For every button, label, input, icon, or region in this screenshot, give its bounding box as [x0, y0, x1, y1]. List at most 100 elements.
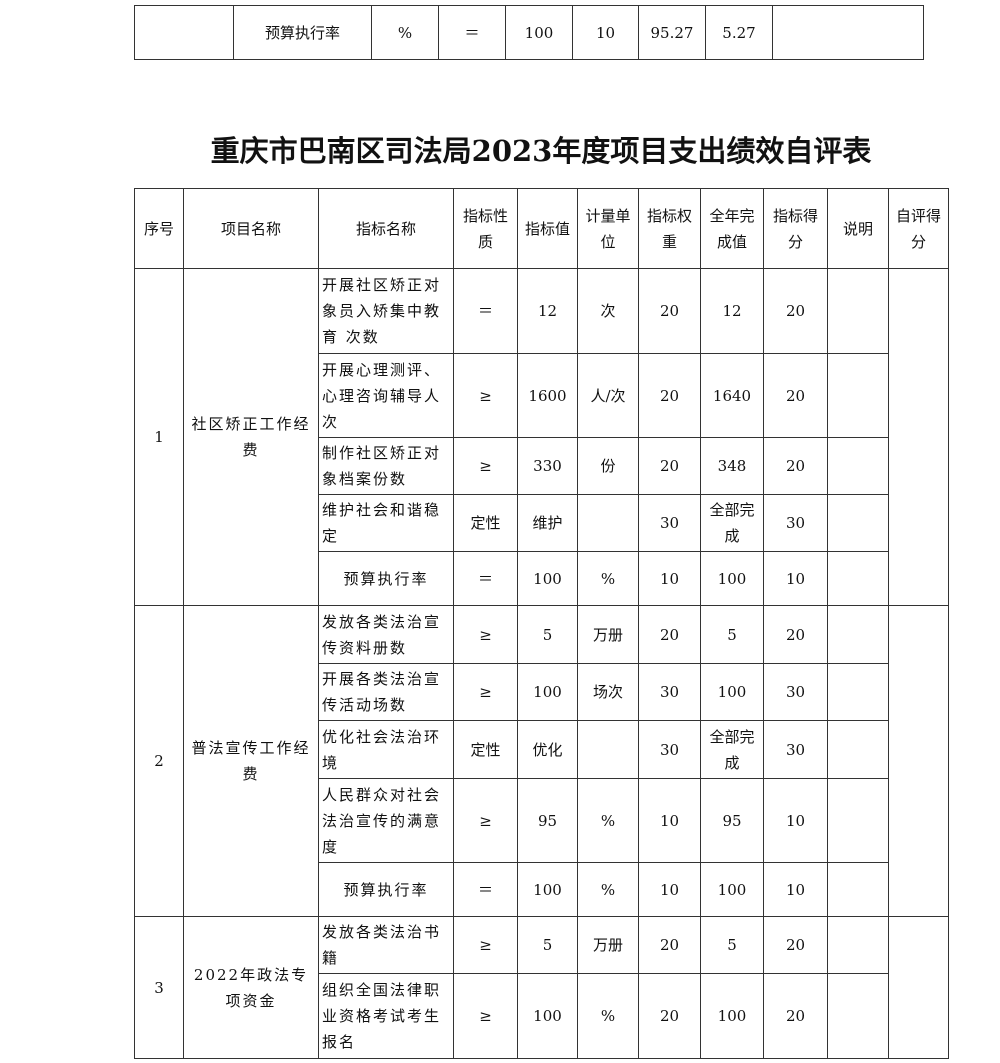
table-row: 组织全国法律职业资格考试考生报名 ≥100% 20 100 20: [135, 973, 949, 1059]
header-unit: 计量单位: [577, 188, 639, 269]
cell-nature: 定性: [453, 720, 518, 779]
cell-note: [827, 663, 889, 721]
cell-target: 100: [505, 5, 573, 60]
header-value: 指标值: [517, 188, 578, 269]
cell-score: 10: [763, 862, 828, 917]
table-row: 预算执行率＝ 100% 10 100 10: [135, 551, 949, 606]
cell-note: [827, 268, 889, 354]
cell-indicator: 预算执行率: [233, 5, 372, 60]
cell-actual: 100: [700, 973, 764, 1059]
cell-score: 5.27: [705, 5, 773, 60]
header-actual: 全年完成值: [700, 188, 764, 269]
cell-unit: 场次: [577, 663, 639, 721]
cell-note: [827, 973, 889, 1059]
cell-actual: 全部完成: [700, 494, 764, 552]
cell-score: 30: [763, 494, 828, 552]
cell-weight: 30: [638, 720, 701, 779]
cell-nature: 定性: [453, 494, 518, 552]
cell-self-score: [888, 605, 949, 917]
cell-project: 2022年政法专项资金: [183, 916, 319, 1059]
cell-actual: 全部完成: [700, 720, 764, 779]
cell-score: 20: [763, 916, 828, 974]
cell-project: 普法宣传工作经费: [183, 605, 319, 917]
header-score: 指标得分: [763, 188, 828, 269]
cell-score: 20: [763, 605, 828, 664]
cell-score: 30: [763, 663, 828, 721]
cell-weight: 20: [638, 973, 701, 1059]
cell-self-score: [888, 268, 949, 606]
cell-unit: %: [577, 778, 639, 863]
cell-actual: 100: [700, 862, 764, 917]
cell-weight: 10: [572, 5, 639, 60]
cell-indicator: 优化社会法治环境: [318, 720, 454, 779]
cell-nature: ＝: [438, 5, 506, 60]
cell-unit: %: [577, 551, 639, 606]
cell-value: 优化: [517, 720, 578, 779]
cell-value: 12: [517, 268, 578, 354]
cell-weight: 30: [638, 494, 701, 552]
cell-indicator: 人民群众对社会法治宣传的满意度: [318, 778, 454, 863]
cell-actual: 348: [700, 437, 764, 495]
cell-score: 10: [763, 778, 828, 863]
cell-actual: 5: [700, 605, 764, 664]
cell-note: [827, 778, 889, 863]
table-row: 预算执行率＝ 100% 10 100 10: [135, 862, 949, 917]
cell-unit: %: [577, 862, 639, 917]
cell-nature: ＝: [453, 862, 518, 917]
previous-table-fragment: 预算执行率 % ＝ 100 10 95.27 5.27: [134, 5, 924, 60]
cell-indicator: 预算执行率: [318, 862, 454, 917]
cell-project: [134, 5, 234, 60]
header-indicator: 指标名称: [318, 188, 454, 269]
cell-value: 100: [517, 973, 578, 1059]
page-title: 重庆市巴南区司法局2023年度项目支出绩效自评表: [210, 134, 872, 168]
table-row: 开展心理测评、心理咨询辅导人次 ≥1600 人/次 20 1640 20: [135, 353, 949, 438]
cell-weight: 20: [638, 916, 701, 974]
cell-seq: 2: [134, 605, 184, 917]
cell-indicator: 预算执行率: [318, 551, 454, 606]
cell-unit: 人/次: [577, 353, 639, 438]
cell-note: [827, 494, 889, 552]
cell-actual: 1640: [700, 353, 764, 438]
cell-value: 100: [517, 551, 578, 606]
cell-nature: ≥: [453, 973, 518, 1059]
cell-nature: ＝: [453, 268, 518, 354]
cell-value: 100: [517, 862, 578, 917]
cell-seq: 1: [134, 268, 184, 606]
cell-actual: 100: [700, 663, 764, 721]
cell-note: [827, 605, 889, 664]
table-row: 预算执行率 % ＝ 100 10 95.27 5.27: [134, 5, 924, 60]
cell-score: 20: [763, 437, 828, 495]
cell-unit: 万册: [577, 605, 639, 664]
cell-unit: [577, 720, 639, 779]
cell-nature: ≥: [453, 353, 518, 438]
cell-weight: 10: [638, 778, 701, 863]
cell-nature: ≥: [453, 778, 518, 863]
cell-note: [827, 720, 889, 779]
cell-value: 维护: [517, 494, 578, 552]
cell-indicator: 制作社区矫正对象档案份数: [318, 437, 454, 495]
cell-note: [827, 551, 889, 606]
header-self-score: 自评得分: [888, 188, 949, 269]
cell-indicator: 开展各类法治宣传活动场数: [318, 663, 454, 721]
cell-nature: ≥: [453, 437, 518, 495]
cell-nature: ≥: [453, 916, 518, 974]
cell-actual: 100: [700, 551, 764, 606]
table-row: 人民群众对社会法治宣传的满意度 ≥95% 10 95 10: [135, 778, 949, 863]
cell-weight: 20: [638, 353, 701, 438]
cell-indicator: 发放各类法治宣传资料册数: [318, 605, 454, 664]
cell-score: 30: [763, 720, 828, 779]
cell-unit: 次: [577, 268, 639, 354]
cell-note: [827, 916, 889, 974]
table-row: 1 社区矫正工作经费 开展社区矫正对象员入矫集中教育 次数＝ 12 次 20 12 20: [134, 268, 949, 606]
cell-indicator: 发放各类法治书籍: [318, 916, 454, 974]
cell-note: [827, 862, 889, 917]
table-row: 2 普法宣传工作经费 发放各类法治宣传资料册数 ≥5 万册 20 5 20: [134, 605, 949, 917]
cell-weight: 10: [638, 551, 701, 606]
table-row: 3 2022年政法专项资金 发放各类法治书籍 ≥5 万册 20 5 20: [134, 916, 949, 1059]
cell-actual: 5: [700, 916, 764, 974]
cell-unit: %: [371, 5, 439, 60]
cell-value: 5: [517, 916, 578, 974]
cell-weight: 20: [638, 437, 701, 495]
cell-indicator: 开展心理测评、心理咨询辅导人次: [318, 353, 454, 438]
cell-score: 10: [763, 551, 828, 606]
